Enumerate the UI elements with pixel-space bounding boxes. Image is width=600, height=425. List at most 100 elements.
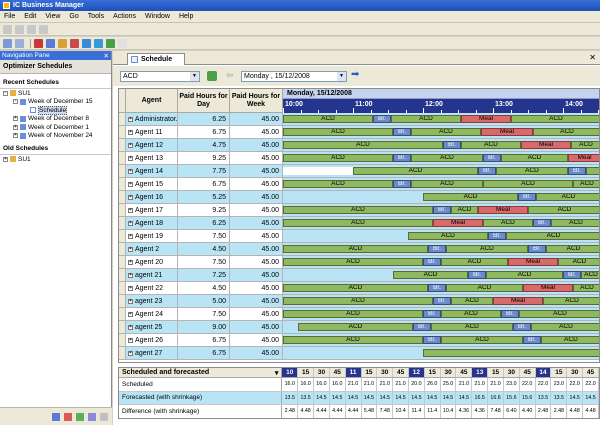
acd-block[interactable]: ACD (353, 167, 478, 175)
acd-block[interactable]: ACD (543, 297, 599, 305)
acd-block[interactable]: ACD (541, 336, 599, 344)
paid-hours-day[interactable]: 5.25 (178, 191, 230, 203)
calendar-icon[interactable] (82, 38, 91, 48)
next-day-icon[interactable]: ➡ (351, 69, 360, 80)
gantt-timeline[interactable]: ACD Br. ACD Br. (283, 165, 599, 177)
table-row[interactable]: + agent 21 7.25 45.00 ACD Br. ACD Br. ACD (119, 269, 599, 282)
break-block[interactable]: Br. (563, 271, 581, 279)
menu-tools[interactable]: Tools (87, 13, 105, 20)
break-block[interactable]: Br. (373, 115, 391, 123)
acd-block[interactable]: ACD (283, 154, 393, 162)
row-selector[interactable] (119, 321, 126, 333)
paid-hours-week[interactable]: 45.00 (230, 256, 283, 268)
break-block[interactable]: Br. (423, 258, 441, 266)
acd-block[interactable]: ACD (451, 297, 493, 305)
agent-cell[interactable]: + Agent 15 (126, 178, 178, 190)
paid-hours-week[interactable]: 45.00 (230, 308, 283, 320)
expand-icon[interactable]: + (128, 258, 133, 265)
paste-icon[interactable] (27, 24, 36, 34)
row-selector[interactable] (119, 139, 126, 151)
paid-hours-day[interactable]: 9.25 (178, 152, 230, 164)
table-row[interactable]: + agent 23 5.00 45.00 ACD Br. ACD Meal ACD (119, 295, 599, 308)
row-selector[interactable] (119, 217, 126, 229)
acd-block[interactable]: ACD (283, 245, 428, 253)
save-icon[interactable] (3, 38, 12, 48)
acd-block[interactable]: ACD (391, 115, 461, 123)
acd-block[interactable]: ACD (408, 232, 488, 240)
menu-window[interactable]: Window (145, 13, 170, 20)
break-block[interactable]: Br. (568, 167, 586, 175)
expand-icon[interactable]: + (128, 128, 133, 135)
agent-cell[interactable]: + agent 27 (126, 347, 178, 359)
configure-icon[interactable] (88, 412, 96, 421)
paid-hours-week[interactable]: 45.00 (230, 295, 283, 307)
meal-block[interactable]: Meal (481, 128, 533, 136)
acd-block[interactable]: ACD (511, 115, 599, 123)
expand-icon[interactable]: + (128, 349, 133, 356)
acd-block[interactable]: ACD (496, 167, 568, 175)
row-selector[interactable] (119, 282, 126, 294)
row-selector[interactable] (119, 243, 126, 255)
table-row[interactable]: + Administrator... 6.25 45.00 ACD Br. ACD Meal A… (119, 113, 599, 126)
break-block[interactable]: Br. (528, 245, 546, 253)
agent-cell[interactable]: + Agent 17 (126, 204, 178, 216)
date-select[interactable]: Monday , 15/12/2008 ▼ (241, 71, 347, 82)
expand-icon[interactable]: + (128, 180, 133, 187)
acd-block[interactable]: ACD (283, 128, 393, 136)
expand-icon[interactable]: + (128, 323, 133, 330)
menu-go[interactable]: Go (69, 13, 79, 20)
row-selector[interactable] (119, 347, 126, 359)
folder-icon[interactable] (58, 38, 67, 48)
paid-hours-week[interactable]: 45.00 (230, 152, 283, 164)
table-row[interactable]: + Agent 17 9.25 45.00 ACD Br. ACD Meal ACD (119, 204, 599, 217)
acd-block[interactable]: ACD (483, 219, 533, 227)
paid-hours-week-header[interactable]: Paid Hours for Week (230, 89, 283, 113)
row-selector[interactable] (119, 204, 126, 216)
expand-icon[interactable]: + (13, 123, 18, 130)
collapse-icon[interactable]: - (3, 89, 8, 96)
agent-cell[interactable]: + Agent 24 (126, 308, 178, 320)
agent-cell[interactable]: + Agent 19 (126, 230, 178, 242)
meal-block[interactable]: Meal (508, 258, 558, 266)
paid-hours-day[interactable]: 5.00 (178, 295, 230, 307)
acd-block[interactable]: ACD (519, 310, 599, 318)
dropdown-icon[interactable] (118, 38, 127, 48)
row-selector[interactable] (119, 230, 126, 242)
paid-hours-day[interactable]: 9.25 (178, 204, 230, 216)
acd-block[interactable]: ACD (411, 154, 483, 162)
menu-actions[interactable]: Actions (113, 13, 137, 20)
meal-block[interactable]: Meal (433, 219, 483, 227)
agent-cell[interactable]: + agent 21 (126, 269, 178, 281)
acd-block[interactable]: ACD (461, 141, 521, 149)
paid-hours-day-header[interactable]: Paid Hours for Day (178, 89, 230, 113)
table-row[interactable]: + Agent 22 4.50 45.00 ACD Br. ACD Meal ACD (119, 282, 599, 295)
paid-hours-day[interactable]: 6.75 (178, 178, 230, 190)
row-selector[interactable] (119, 126, 126, 138)
expand-icon[interactable]: + (128, 141, 133, 148)
break-block[interactable]: Br. (423, 310, 441, 318)
meal-block[interactable]: Meal (521, 141, 571, 149)
tree-item[interactable]: Schedule (0, 105, 111, 115)
acd-block[interactable]: ACD (441, 310, 501, 318)
acd-block[interactable]: ACD (531, 323, 599, 331)
acd-block[interactable]: ACD (283, 141, 443, 149)
expand-icon[interactable]: + (128, 193, 133, 200)
paid-hours-day[interactable]: 6.75 (178, 126, 230, 138)
agent-cell[interactable]: + Agent 2 (126, 243, 178, 255)
paid-hours-day[interactable]: 6.75 (178, 334, 230, 346)
gantt-timeline[interactable]: ACD Br. ACD (283, 230, 599, 242)
paid-hours-day[interactable]: 6.75 (178, 347, 230, 359)
acd-block[interactable]: ACD (431, 323, 513, 331)
break-block[interactable]: Br. (523, 336, 541, 344)
table-row[interactable]: + Agent 16 5.25 45.00 ACD Br. ACD (119, 191, 599, 204)
acd-block[interactable]: ACD (411, 180, 483, 188)
paid-hours-week[interactable]: 45.00 (230, 126, 283, 138)
agent-cell[interactable]: + Agent 20 (126, 256, 178, 268)
table-row[interactable]: + Agent 12 4.75 45.00 ACD Br. ACD Meal ACD (119, 139, 599, 152)
schedules-icon[interactable] (52, 412, 60, 421)
expand-icon[interactable]: + (128, 219, 133, 226)
off-block[interactable] (283, 167, 353, 175)
meal-block[interactable]: Meal (461, 115, 511, 123)
break-block[interactable]: Br. (428, 245, 446, 253)
expand-icon[interactable]: + (128, 245, 133, 252)
